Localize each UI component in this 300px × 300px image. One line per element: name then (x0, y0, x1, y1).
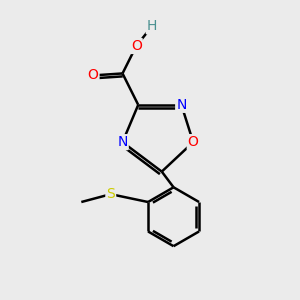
Text: N: N (176, 98, 187, 112)
Text: H: H (147, 19, 157, 33)
Text: N: N (117, 135, 128, 149)
Text: O: O (88, 68, 98, 83)
Text: S: S (106, 187, 115, 201)
Text: O: O (188, 135, 199, 149)
Text: O: O (131, 39, 142, 53)
